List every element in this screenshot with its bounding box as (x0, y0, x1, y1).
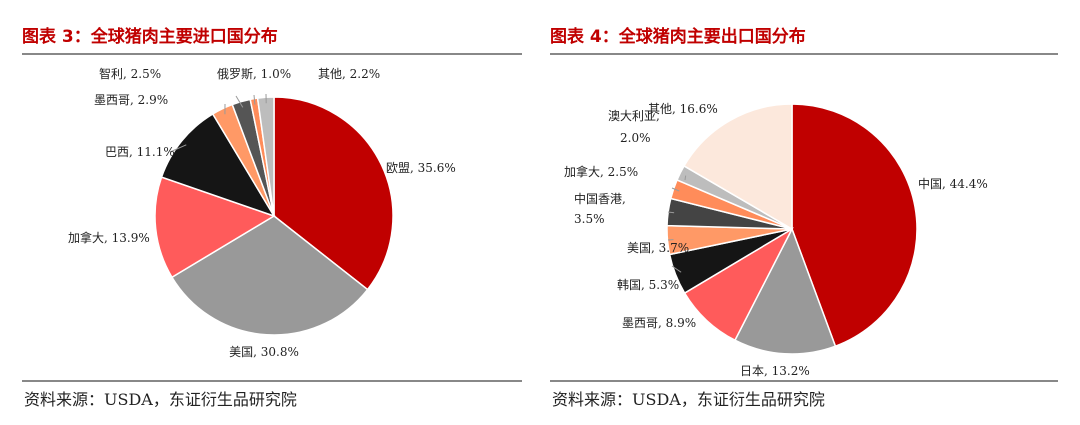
pie-slice-3 (154, 176, 276, 279)
top-rule (550, 53, 1058, 55)
pie-slice-9 (683, 103, 793, 231)
bottom-rule (22, 380, 522, 382)
pie-slice-1 (791, 103, 918, 348)
pie-slice-2 (733, 227, 837, 355)
chart-title: 图表 3：全球猪肉主要进口国分布 (22, 27, 278, 47)
import-chart-panel: 图表 3：全球猪肉主要进口国分布 欧盟, 35.6% 美国, 30.8% 加拿大, … (22, 27, 522, 409)
pie-slice-4 (160, 112, 276, 218)
slice-label: 美国, 30.8% (229, 345, 299, 359)
leader-line (235, 95, 244, 108)
slice-label: 其他, 2.2% (318, 67, 380, 81)
bottom-rule (550, 380, 1058, 382)
leader-line (667, 211, 675, 214)
slice-label: 美国, 3.7% (627, 241, 689, 255)
import-pie-chart: 欧盟, 35.6% 美国, 30.8% 加拿大, 13.9% 巴西, 11.1% 墨西哥… (68, 66, 456, 359)
slice-label: 中国, 44.4% (918, 176, 988, 191)
source-note: 资料来源：USDA，东证衍生品研究院 (552, 390, 825, 409)
chart-title: 图表 4：全球猪肉主要出口国分布 (550, 27, 806, 47)
pie-slice-1 (273, 96, 394, 291)
slice-label: 欧盟, 35.6% (386, 161, 456, 175)
export-pie-chart: 中国, 44.4% 日本, 13.2% 墨西哥, 8.9% 韩国, 5.3% 美国, 3… (564, 102, 988, 378)
slice-label: 其他, 16.6% (648, 102, 718, 116)
slice-label: 加拿大, 2.5% (564, 164, 638, 179)
export-chart-panel: 图表 4：全球猪肉主要出口国分布 中国, 44.4% 日本, 13.2% 墨西哥, … (540, 0, 1080, 425)
slice-label: 墨西哥, 2.9% (94, 93, 168, 107)
pie-slice-2 (170, 215, 369, 336)
leader-line (684, 175, 687, 181)
slice-label: 澳大利亚, 2.0% (608, 109, 660, 145)
slice-label: 中国香港, 3.5% (574, 191, 626, 226)
leader-line (671, 265, 682, 273)
leader-line (169, 144, 187, 153)
slice-label: 智利, 2.5% (99, 66, 161, 81)
slice-label: 巴西, 11.1% (105, 145, 175, 159)
slice-label: 俄罗斯, 1.0% (217, 67, 291, 81)
source-note: 资料来源：USDA，东证衍生品研究院 (24, 390, 297, 409)
leader-line (253, 94, 256, 105)
slice-label: 墨西哥, 8.9% (622, 316, 696, 330)
slice-label: 日本, 13.2% (740, 364, 810, 378)
top-rule (22, 53, 522, 55)
slice-label: 加拿大, 13.9% (68, 230, 150, 245)
leader-line (671, 187, 680, 192)
slice-label: 韩国, 5.3% (617, 277, 679, 292)
